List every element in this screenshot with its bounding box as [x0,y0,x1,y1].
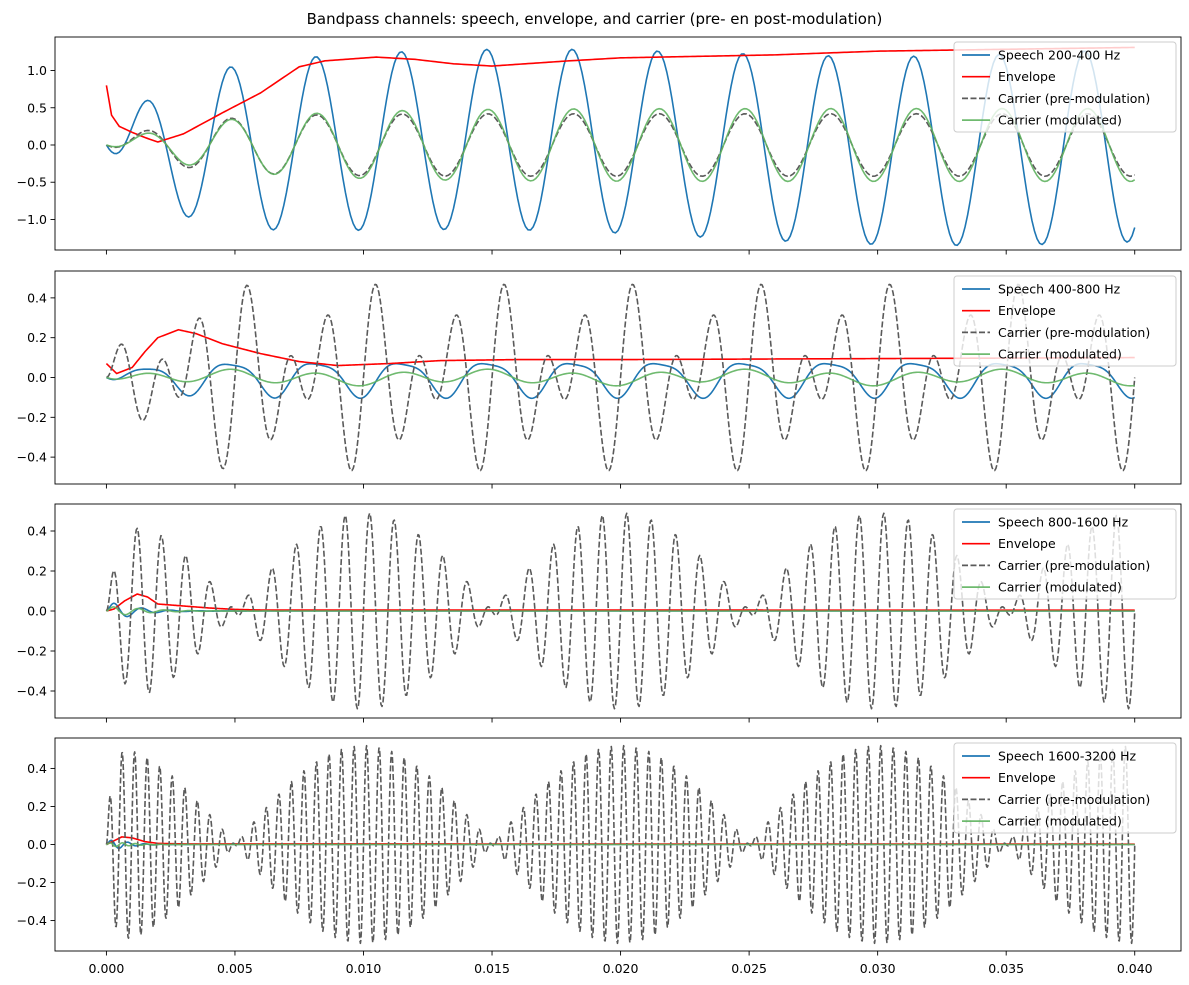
legend-label: Speech 1600-3200 Hz [998,749,1137,764]
axes-frame [54,36,1182,251]
series-line-carrier-mod [106,368,1135,387]
x-tick-label: 0.030 [860,961,896,976]
legend-label: Carrier (pre-modulation) [998,792,1150,807]
legend-label: Envelope [998,770,1056,785]
y-tick-label: −0.4 [17,913,47,928]
series-line-carrier-pre [105,744,1136,945]
figure-title: Bandpass channels: speech, envelope, and… [307,10,883,28]
legend-frame [953,41,1177,133]
chart-panel-3: −0.4 −0.2 0.0 0.2 0.4 Speech 800-1600 Hz Envel… [17,503,1182,723]
x-tick-label: 0.035 [988,961,1024,976]
y-tick-label: −0.4 [17,684,47,699]
y-tick-label: −0.2 [17,644,47,659]
chart-panel-4: 0.000 0.005 0.010 0.015 0.020 0.025 0.030 0.035… [17,737,1182,976]
x-tick-label: 0.020 [603,961,639,976]
y-tick-label: 0.0 [27,137,47,152]
legend: Speech 400-800 Hz Envelope Carrier (pre-mo… [953,275,1177,367]
axes-frame [54,503,1182,719]
x-tick-label: 0.025 [731,961,767,976]
y-tick-label: −0.5 [17,175,47,190]
series-group [105,744,1136,945]
legend-label: Carrier (pre-modulation) [998,325,1150,340]
legend: Speech 200-400 Hz Envelope Carrier (pre-mo… [953,41,1177,133]
legend: Speech 800-1600 Hz Envelope Carrier (pre-m… [953,508,1177,600]
legend-label: Speech 400-800 Hz [998,282,1121,297]
y-tick-label: −1.0 [17,212,47,227]
chart-panels: −1.0 −0.5 0.0 0.5 1.0 Speech 200-400 Hz Envelo… [17,36,1182,976]
series-line-speech [106,362,1136,400]
y-tick-label: 0.4 [27,761,47,776]
y-tick-label: 0.5 [27,100,47,115]
legend-label: Envelope [998,536,1056,551]
x-tick-label: 0.010 [346,961,382,976]
y-tick-label: −0.2 [17,410,47,425]
x-tick-label: 0.015 [474,961,510,976]
legend: Speech 1600-3200 Hz Envelope Carrier (pre-… [953,742,1177,834]
axes-frame [54,737,1182,952]
y-tick-label: 1.0 [27,63,47,78]
y-tick-label: 0.4 [27,290,47,305]
chart-panel-2: −0.4 −0.2 0.0 0.2 0.4 Speech 400-800 Hz Envelo… [17,270,1182,489]
x-tick-label: 0.040 [1117,961,1153,976]
chart-panel-1: −1.0 −0.5 0.0 0.5 1.0 Speech 200-400 Hz Envelo… [17,36,1182,255]
x-tick-label: 0.005 [217,961,253,976]
legend-label: Carrier (modulated) [998,113,1122,128]
x-tick-label: 0.000 [89,961,125,976]
legend-frame [953,508,1177,600]
legend-label: Carrier (modulated) [998,580,1122,595]
legend-label: Carrier (modulated) [998,814,1122,829]
series-group [105,512,1136,710]
y-tick-label: 0.0 [27,370,47,385]
legend-label: Envelope [998,69,1056,84]
legend-label: Envelope [998,303,1056,318]
y-tick-label: 0.2 [27,564,47,579]
legend-label: Carrier (modulated) [998,347,1122,362]
series-line-speech [105,48,1136,247]
y-tick-label: 0.0 [27,837,47,852]
y-tick-label: −0.2 [17,875,47,890]
legend-label: Carrier (pre-modulation) [998,558,1150,573]
legend-frame [953,742,1177,834]
legend-label: Carrier (pre-modulation) [998,91,1150,106]
legend-label: Speech 800-1600 Hz [998,515,1129,530]
series-line-carrier-mod [106,842,1136,848]
series-line-carrier-mod [106,606,1135,616]
y-tick-label: −0.4 [17,450,47,465]
y-tick-label: 0.4 [27,524,47,539]
y-tick-label: 0.2 [27,330,47,345]
axes-frame [54,270,1182,485]
y-tick-label: 0.2 [27,799,47,814]
legend-frame [953,275,1177,367]
series-line-carrier-mod [106,107,1136,183]
legend-label: Speech 200-400 Hz [998,48,1121,63]
y-tick-label: 0.0 [27,604,47,619]
